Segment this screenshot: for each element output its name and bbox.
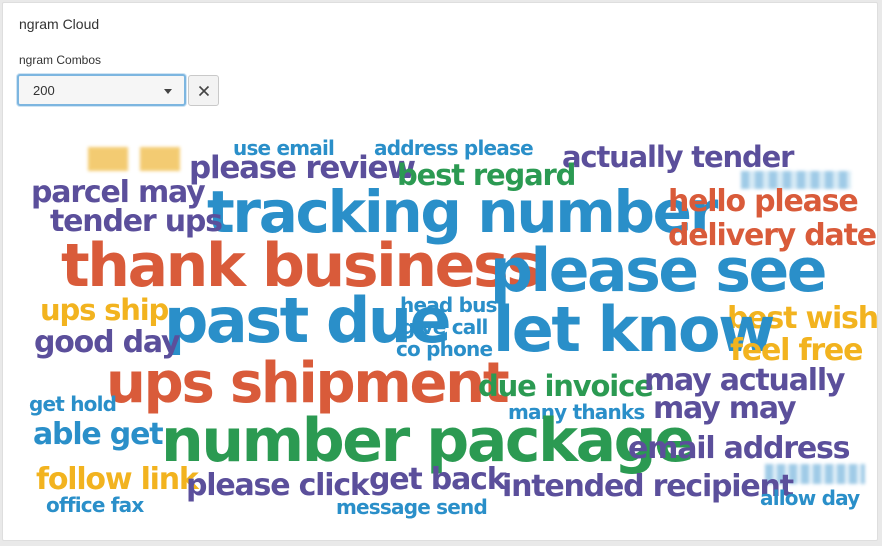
word-allow-day: allow day: [760, 486, 860, 510]
word-email-address: email address: [628, 431, 851, 466]
word-give-call: give call: [401, 315, 488, 339]
word-due-invoice: due invoice: [478, 369, 654, 403]
ngram-combos-label: ngram Combos: [19, 53, 102, 67]
word-get-hold: get hold: [29, 392, 117, 416]
word-intended-recipient: intended recipient: [502, 469, 794, 504]
word-please-review: please review: [189, 150, 416, 186]
close-icon: [198, 85, 210, 97]
panel-title: ngram Cloud: [19, 16, 100, 32]
word-number-package: number package: [161, 406, 695, 476]
word-address-please: address please: [374, 136, 534, 160]
redacted-word: [88, 147, 184, 171]
ngram-combos-value: 200: [33, 83, 55, 98]
redacted-word: [765, 464, 865, 484]
word-many-thanks: many thanks: [508, 400, 645, 424]
word-ups-ship: ups ship: [40, 293, 169, 327]
word-tracking-number: tracking number: [207, 178, 718, 246]
ngram-combos-select[interactable]: 200: [17, 74, 186, 106]
word-delivery-date: delivery date: [668, 218, 877, 253]
redacted-word: [741, 171, 851, 189]
word-may-actually: may actually: [644, 363, 845, 398]
clear-selection-button[interactable]: [188, 75, 219, 106]
word-tender-ups: tender ups: [50, 204, 223, 239]
word-let-know: let know: [493, 293, 775, 366]
word-use-email: use email: [233, 136, 335, 160]
word-thank-business: thank business: [61, 231, 542, 301]
word-actually-tender: actually tender: [562, 140, 794, 174]
word-please-click: please click: [186, 468, 370, 503]
word-good-day: good day: [34, 325, 181, 360]
word-past-due: past due: [164, 284, 452, 357]
word-please-see: please see: [490, 236, 827, 306]
word-head-bus: head bus: [400, 293, 497, 317]
word-ups-shipment: ups shipment: [106, 351, 510, 416]
word-best-wish: best wish: [727, 301, 879, 336]
word-hello-please: hello please: [668, 184, 859, 219]
chevron-down-icon: [164, 89, 172, 94]
word-parcel-may: parcel may: [31, 175, 206, 210]
word-message-send: message send: [336, 495, 488, 519]
word-best-regard: best regard: [397, 158, 576, 192]
word-office-fax: office fax: [46, 493, 144, 517]
word-co-phone: co phone: [396, 337, 493, 361]
word-get-back: get back: [369, 462, 507, 497]
word-feel-free: feel free: [730, 333, 863, 368]
word-able-get: able get: [33, 417, 164, 452]
word-may-may: may may: [653, 391, 797, 426]
word-follow-link: follow link: [36, 462, 199, 497]
